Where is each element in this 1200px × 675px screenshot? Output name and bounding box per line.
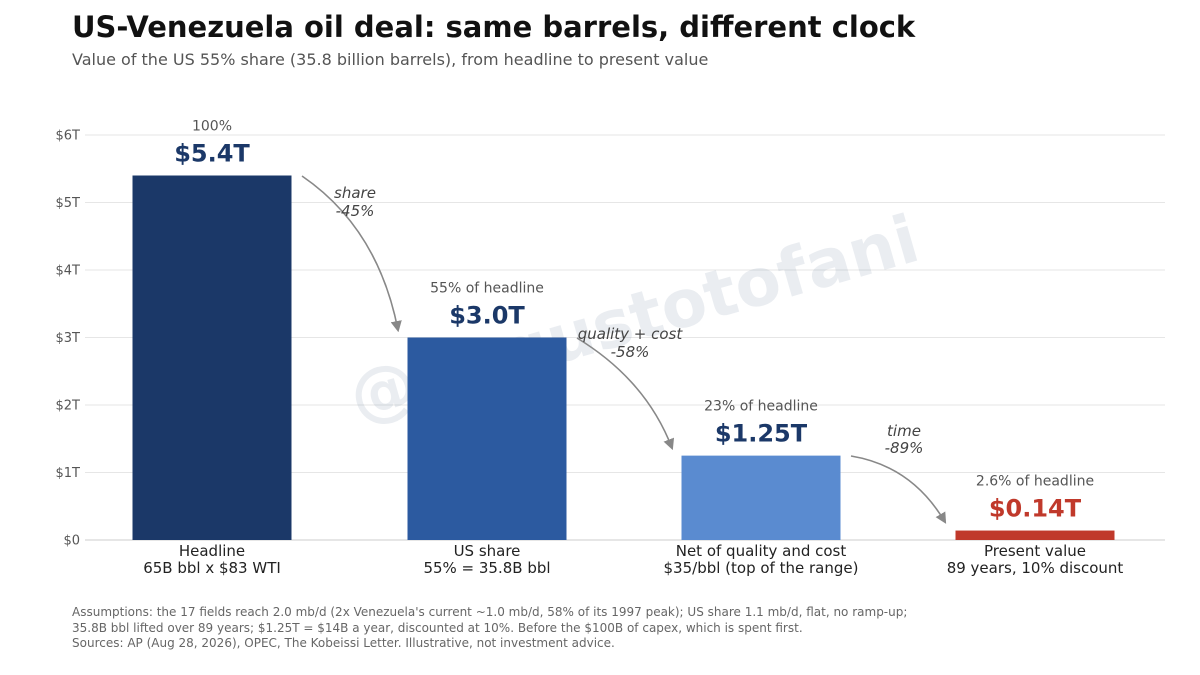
x-tick-label: Present value <box>984 542 1086 560</box>
x-tick-label: Headline <box>179 542 245 560</box>
transition-change: -58% <box>611 343 650 361</box>
y-tick-label: $2T <box>56 399 81 414</box>
footnotes: Assumptions: the 17 fields reach 2.0 mb/… <box>72 605 907 652</box>
transition-change: -89% <box>885 439 924 457</box>
bar <box>681 455 841 540</box>
footnote-line: Assumptions: the 17 fields reach 2.0 mb/… <box>72 605 908 619</box>
x-tick-label: Net of quality and cost <box>676 542 847 560</box>
bar-share-label: 2.6% of headline <box>976 474 1094 490</box>
bar-share-label: 100% <box>192 119 232 135</box>
bar-value-label: $1.25T <box>715 420 808 448</box>
transition-arrow <box>850 455 947 524</box>
transition-arrow <box>576 337 675 451</box>
x-tick-sublabel: $35/bbl (top of the range) <box>664 559 859 577</box>
bar-share-label: 55% of headline <box>430 281 544 297</box>
footnote-line: Sources: AP (Aug 28, 2026), OPEC, The Ko… <box>72 636 615 650</box>
y-tick-label: $5T <box>56 196 81 211</box>
transition-label: share <box>334 184 376 202</box>
footnote-line: 35.8B bbl lifted over 89 years; $1.25T =… <box>72 620 803 635</box>
bar <box>407 337 567 540</box>
bar-value-label: $3.0T <box>449 302 525 330</box>
chart-title: US-Venezuela oil deal: same barrels, dif… <box>72 10 916 44</box>
bar <box>955 530 1115 540</box>
transition-label: time <box>887 422 921 440</box>
transition-arrows <box>301 175 947 524</box>
y-tick-label: $0 <box>63 534 80 549</box>
transition-label: quality + cost <box>578 325 684 343</box>
transition-arrow <box>301 175 402 333</box>
y-tick-label: $6T <box>56 129 81 144</box>
bar <box>132 175 292 540</box>
y-tick-label: $4T <box>56 264 81 279</box>
x-tick-sublabel: 55% = 35.8B bbl <box>423 559 550 577</box>
bar-share-label: 23% of headline <box>704 399 818 415</box>
bar-value-label: $5.4T <box>174 140 250 168</box>
x-tick-sublabel: 65B bbl x $83 WTI <box>143 559 281 577</box>
x-tick-label: US share <box>454 542 521 560</box>
y-tick-label: $1T <box>56 466 81 481</box>
chart-subtitle: Value of the US 55% share (35.8 billion … <box>72 50 709 69</box>
y-tick-label: $3T <box>56 331 81 346</box>
x-tick-sublabel: 89 years, 10% discount <box>947 559 1124 577</box>
bars <box>132 175 1115 540</box>
chart-labels: $0 $1T $2T $3T $4T $5T $6T $5.4T 100% Headline65B… <box>56 119 1124 578</box>
transition-change: -45% <box>336 202 375 220</box>
bar-value-label: $0.14T <box>989 495 1082 523</box>
